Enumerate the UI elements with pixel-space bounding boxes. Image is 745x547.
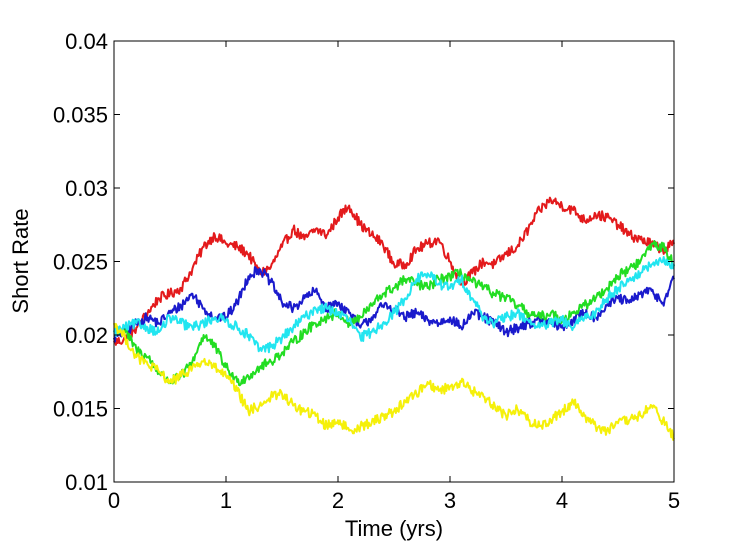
y-axis-label: Short Rate	[8, 208, 33, 313]
x-axis-label: Time (yrs)	[345, 516, 443, 541]
y-tick-label: 0.02	[65, 323, 108, 348]
y-tick-label: 0.03	[65, 176, 108, 201]
ticks-layer: 0 1 2 3 4 5 0.01 0.015 0.02 0.025 0.03 0.035 0.04	[53, 29, 680, 513]
y-tick-label: 0.01	[65, 470, 108, 495]
y-tick-label: 0.04	[65, 29, 108, 54]
y-tick-label: 0.015	[53, 397, 108, 422]
series-line	[113, 256, 675, 354]
series-line	[113, 196, 675, 346]
x-tick-label: 0	[108, 488, 120, 513]
x-tick-label: 4	[556, 488, 568, 513]
x-tick-label: 3	[444, 488, 456, 513]
series-layer	[113, 196, 675, 441]
plot-frame	[113, 40, 675, 483]
y-tick-label: 0.025	[53, 250, 108, 275]
x-tick-label: 1	[220, 488, 232, 513]
x-tick-label: 2	[332, 488, 344, 513]
series-line	[113, 322, 675, 441]
y-tick-label: 0.035	[53, 103, 108, 128]
series-line	[113, 240, 675, 387]
x-tick-label: 5	[668, 488, 680, 513]
